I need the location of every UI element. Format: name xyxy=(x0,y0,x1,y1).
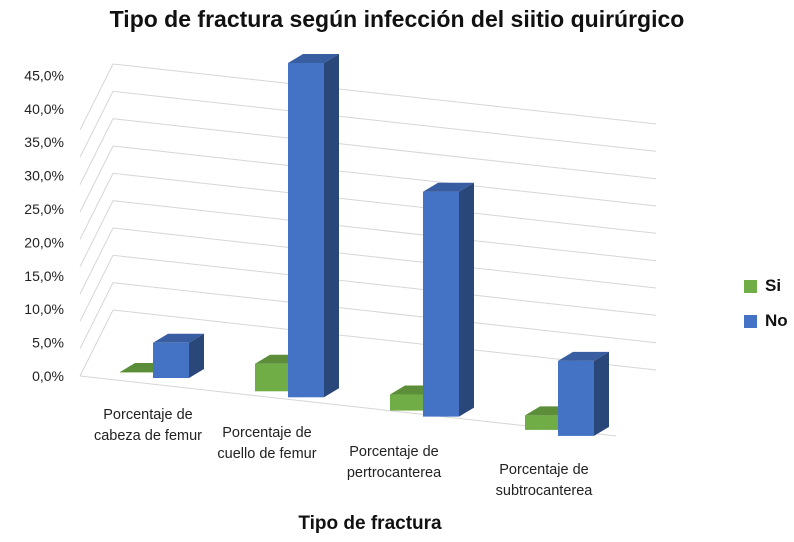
y-tick-label: 45,0% xyxy=(24,67,64,83)
x-tick-label: Porcentaje de xyxy=(499,462,588,478)
bar-side xyxy=(324,54,339,398)
y-tick-label: 15,0% xyxy=(24,268,64,284)
bar-front xyxy=(390,394,426,411)
gridline xyxy=(79,282,657,349)
gridline xyxy=(79,309,657,377)
gridline xyxy=(79,63,657,131)
bar-side xyxy=(594,351,609,436)
bar-front xyxy=(153,342,189,378)
y-tick-label: 25,0% xyxy=(24,201,64,217)
x-tick-label: cuello de femur xyxy=(217,446,316,462)
x-axis-title: Tipo de fractura xyxy=(298,513,442,534)
y-tick-label: 0,0% xyxy=(32,368,64,384)
bar-top xyxy=(288,54,339,63)
legend-label-no: No xyxy=(765,311,788,330)
x-tick-label: cabeza de femur xyxy=(94,428,202,444)
bar-front xyxy=(255,363,291,392)
bar-no-3 xyxy=(558,351,609,436)
bar-side xyxy=(459,182,474,417)
bar-top xyxy=(423,182,474,192)
legend-swatch-si xyxy=(744,279,757,293)
gridline xyxy=(79,172,657,240)
y-tick-label: 20,0% xyxy=(24,234,64,250)
bar-no-0 xyxy=(153,333,204,378)
bar-front xyxy=(423,191,459,417)
legend: Si No xyxy=(744,274,788,344)
legend-item-si: Si xyxy=(744,274,788,298)
y-tick-label: 40,0% xyxy=(24,101,64,117)
bar-front xyxy=(120,372,156,373)
y-tick-label: 5,0% xyxy=(32,335,64,351)
y-tick-label: 35,0% xyxy=(24,134,64,150)
bar-no-1 xyxy=(288,54,339,398)
gridline xyxy=(79,200,657,267)
y-tick-label: 10,0% xyxy=(24,301,64,317)
x-tick-label: pertrocanterea xyxy=(347,465,442,481)
bar-side xyxy=(189,333,204,378)
bar-top xyxy=(153,333,204,343)
legend-swatch-no xyxy=(744,314,757,328)
gridline xyxy=(79,254,657,322)
gridline xyxy=(79,145,657,213)
chart-title: Tipo de fractura según infección del sii… xyxy=(109,6,685,32)
bar-top xyxy=(558,351,609,361)
bar-front xyxy=(558,360,594,436)
bars xyxy=(120,54,609,436)
x-tick-label: Porcentaje de xyxy=(222,425,311,441)
x-axis-categories: Porcentaje de cabeza de femur Porcentaje d… xyxy=(94,407,593,499)
legend-label-si: Si xyxy=(765,276,782,295)
y-tick-label: 30,0% xyxy=(24,168,64,184)
y-axis-ticks: 0,0% 5,0% 10,0% 15,0% 20,0% 25,0% 30,0% 35,0% 40… xyxy=(24,67,64,384)
bar-front xyxy=(525,415,561,430)
gridline xyxy=(79,227,657,295)
bar-front xyxy=(288,62,324,398)
gridline xyxy=(79,90,657,158)
x-tick-label: Porcentaje de xyxy=(103,407,192,423)
x-tick-label: subtrocanterea xyxy=(496,483,594,499)
x-tick-label: Porcentaje de xyxy=(349,444,438,460)
bar-no-2 xyxy=(423,182,474,417)
legend-item-no: No xyxy=(744,309,788,333)
gridline xyxy=(79,118,657,185)
